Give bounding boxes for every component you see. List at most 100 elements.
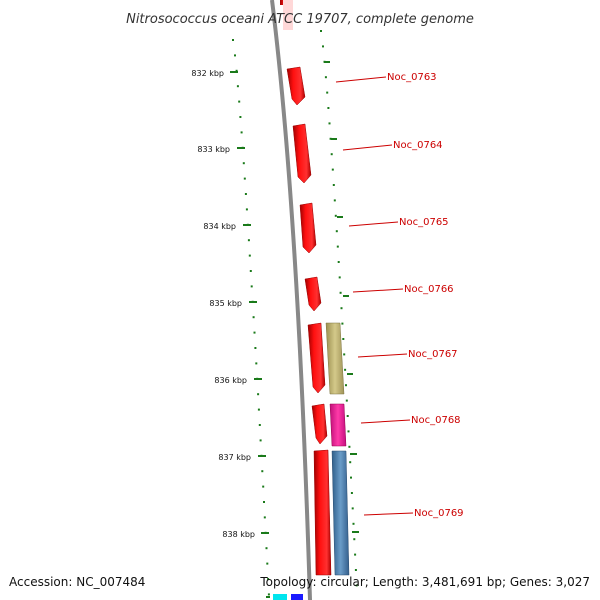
tick-dot bbox=[240, 131, 243, 134]
tick-dot bbox=[347, 430, 350, 433]
tick-dot bbox=[263, 516, 266, 519]
gene-label-noc-0769[interactable]: Noc_0769 bbox=[414, 508, 464, 519]
tick-mark bbox=[230, 71, 238, 73]
outer-tick-mark bbox=[331, 138, 337, 140]
tick-green-bottom bbox=[266, 596, 270, 598]
tick-dot bbox=[262, 485, 265, 488]
tick-dot bbox=[234, 54, 236, 57]
tick-mark bbox=[258, 455, 266, 457]
accession-text: Accession: NC_007484 bbox=[9, 575, 146, 589]
feature-magenta[interactable] bbox=[329, 403, 347, 447]
gene-label-noc-0764[interactable]: Noc_0764 bbox=[393, 140, 443, 151]
tick-dot bbox=[235, 69, 238, 72]
leader-line bbox=[348, 221, 399, 227]
topology-text: Topology: circular; Length: 3,481,691 bp… bbox=[260, 575, 590, 589]
tick-label: 838 kbp bbox=[222, 530, 255, 539]
feature-olive[interactable] bbox=[325, 322, 345, 395]
genome-backbone bbox=[270, 0, 312, 600]
tick-dot bbox=[330, 153, 333, 156]
tick-dot bbox=[334, 214, 337, 217]
gene-arrow-noc-0769[interactable] bbox=[313, 449, 332, 576]
tick-dot bbox=[343, 353, 346, 356]
tick-dot bbox=[337, 261, 340, 263]
gene-partial-top-shadow bbox=[283, 0, 293, 30]
tick-dot bbox=[331, 168, 334, 171]
tick-dot bbox=[266, 562, 269, 565]
outer-tick-mark bbox=[324, 61, 330, 63]
tick-dot bbox=[239, 116, 242, 118]
tick-dot bbox=[324, 76, 327, 79]
tick-dot bbox=[327, 107, 330, 109]
gene-arrow-noc-0763[interactable] bbox=[286, 66, 306, 106]
tick-dot bbox=[259, 439, 262, 442]
tick-label: 833 kbp bbox=[197, 145, 230, 154]
tick-dot bbox=[340, 307, 343, 310]
tick-dot bbox=[353, 538, 356, 541]
tick-dot bbox=[263, 501, 265, 503]
gene-label-noc-0765[interactable]: Noc_0765 bbox=[399, 217, 449, 228]
tick-dot bbox=[336, 245, 339, 248]
tick-dot bbox=[348, 445, 351, 448]
map-title: Nitrosococcus oceani ATCC 19707, complet… bbox=[126, 12, 474, 27]
tick-dot bbox=[345, 399, 348, 402]
leader-lines bbox=[335, 76, 414, 516]
gene-arrow-noc-0768[interactable] bbox=[311, 403, 328, 445]
leader-line bbox=[360, 419, 411, 424]
outer-tick-mark bbox=[350, 453, 357, 455]
outer-tick-mark bbox=[352, 531, 359, 533]
feature-cyan-bottom[interactable] bbox=[273, 594, 287, 600]
tick-dot bbox=[338, 276, 341, 279]
outer-major-ticks bbox=[324, 61, 359, 533]
leader-line bbox=[363, 512, 414, 516]
gene-label-noc-0767[interactable]: Noc_0767 bbox=[408, 349, 458, 360]
tick-dot bbox=[238, 100, 241, 103]
gene-label-noc-0766[interactable]: Noc_0766 bbox=[404, 284, 454, 295]
gene-arrow-noc-0765[interactable] bbox=[299, 202, 317, 254]
tick-dot bbox=[247, 239, 250, 242]
gene-arrow-noc-0766[interactable] bbox=[304, 276, 322, 312]
tick-mark bbox=[243, 224, 251, 226]
gene-arrow-noc-0767[interactable] bbox=[307, 322, 326, 394]
tick-dot bbox=[265, 547, 268, 550]
tick-dot bbox=[329, 137, 332, 140]
tick-dot bbox=[267, 593, 270, 596]
tick-dot bbox=[261, 470, 264, 473]
tick-dot bbox=[350, 492, 353, 494]
tick-dot bbox=[254, 347, 257, 349]
tick-dot bbox=[243, 177, 246, 180]
tick-dot bbox=[326, 91, 329, 94]
tick-dot bbox=[345, 384, 347, 387]
tick-dot bbox=[355, 584, 358, 587]
tick-dot bbox=[352, 522, 355, 525]
tick-dot bbox=[350, 476, 352, 479]
leader-line bbox=[335, 76, 387, 83]
tick-dot bbox=[349, 461, 352, 464]
tick-dot bbox=[248, 254, 251, 257]
tick-dot bbox=[252, 316, 255, 319]
tick-mark bbox=[249, 301, 257, 303]
tick-dot bbox=[322, 45, 324, 48]
tick-dot bbox=[342, 338, 345, 340]
tick-mark bbox=[237, 147, 245, 149]
outer-tick-mark bbox=[347, 373, 353, 375]
inner-tick-dots bbox=[232, 39, 270, 596]
tick-dot bbox=[344, 368, 347, 371]
tick-label: 836 kbp bbox=[214, 376, 247, 385]
feature-blue-bottom[interactable] bbox=[291, 594, 303, 600]
outer-tick-mark bbox=[343, 295, 349, 297]
tick-label: 834 kbp bbox=[203, 222, 236, 231]
tick-label: 832 kbp bbox=[191, 69, 224, 78]
tick-mark bbox=[254, 378, 262, 380]
tick-dot bbox=[258, 424, 261, 426]
gene-arrow-noc-0764[interactable] bbox=[292, 123, 312, 184]
tick-label: 835 kbp bbox=[209, 299, 242, 308]
gene-label-noc-0763[interactable]: Noc_0763 bbox=[387, 72, 437, 83]
feature-steelblue[interactable] bbox=[331, 450, 350, 576]
gene-label-noc-0768[interactable]: Noc_0768 bbox=[411, 415, 461, 426]
tick-dot bbox=[335, 230, 338, 233]
tick-dot bbox=[339, 291, 342, 294]
tick-dot bbox=[328, 122, 331, 125]
tick-dot bbox=[354, 553, 357, 556]
tick-dot bbox=[245, 208, 248, 211]
